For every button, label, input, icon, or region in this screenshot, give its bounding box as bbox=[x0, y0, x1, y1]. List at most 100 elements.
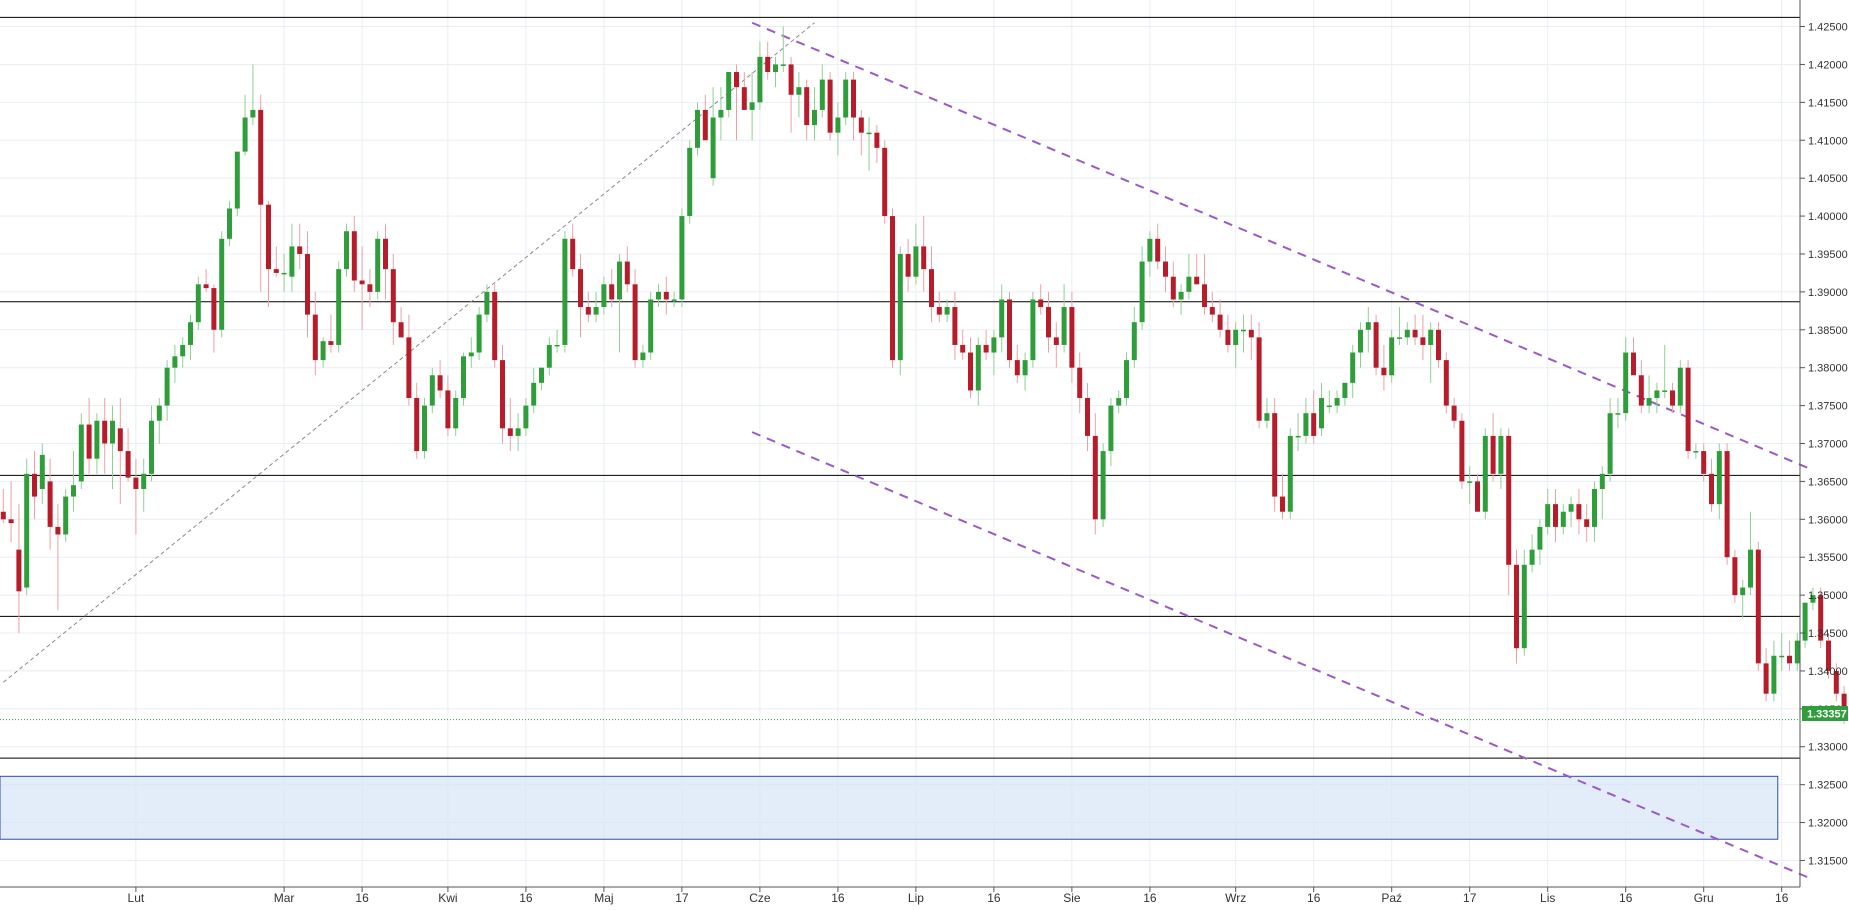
candle-body-bearish bbox=[1443, 360, 1449, 406]
candle-body-bearish bbox=[1724, 451, 1730, 558]
candle-body-bullish bbox=[1545, 504, 1551, 527]
candle-body-bearish bbox=[367, 284, 373, 292]
dotted-trendline bbox=[2, 22, 815, 683]
candle-body-bullish bbox=[195, 284, 201, 323]
candle-body-bearish bbox=[390, 269, 396, 323]
y-tick-label: 1.32000 bbox=[1808, 818, 1848, 830]
candle-body-bullish bbox=[1389, 337, 1395, 376]
candle-body-bullish bbox=[780, 64, 786, 66]
candle-body-bullish bbox=[546, 344, 552, 368]
candle-body-bullish bbox=[757, 56, 763, 103]
candle-body-bearish bbox=[1412, 329, 1418, 338]
candle-body-bullish bbox=[1241, 329, 1246, 332]
x-tick-label: Paź bbox=[1381, 891, 1402, 905]
candle-body-bullish bbox=[593, 307, 599, 315]
horizontal-levels-layer bbox=[0, 16, 1800, 759]
candle-body-bearish bbox=[1014, 360, 1020, 376]
candle-body-bearish bbox=[1053, 337, 1059, 345]
candle-body-bullish bbox=[1779, 655, 1785, 658]
candle-body-bullish bbox=[1537, 526, 1543, 550]
candle-body-bearish bbox=[983, 344, 989, 353]
candle-body-bearish bbox=[1755, 549, 1761, 664]
x-tick-label: 16 bbox=[831, 891, 845, 905]
candle-body-bearish bbox=[1701, 451, 1707, 474]
candle-body-bullish bbox=[63, 496, 69, 535]
candle-body-bullish bbox=[344, 231, 349, 270]
candle-body-bullish bbox=[1124, 360, 1129, 399]
candle-body-bearish bbox=[1436, 329, 1441, 361]
candle-body-bearish bbox=[734, 72, 739, 88]
y-tick-label: 1.33000 bbox=[1808, 742, 1848, 754]
candle-body-bearish bbox=[211, 288, 217, 330]
candle-body-bullish bbox=[1521, 564, 1527, 649]
candle-body-bullish bbox=[1131, 322, 1137, 361]
candle-body-bullish bbox=[1482, 435, 1488, 512]
candle-body-bearish bbox=[1373, 322, 1379, 368]
candle-body-bullish bbox=[1365, 322, 1371, 330]
candle-body-bearish bbox=[921, 246, 927, 270]
candle-body-bullish bbox=[796, 87, 802, 95]
candle-body-bearish bbox=[1506, 435, 1512, 565]
candle-body-bullish bbox=[835, 117, 841, 133]
candle-body-bearish bbox=[1069, 307, 1075, 368]
candle-body-bullish bbox=[554, 344, 560, 347]
candle-body-bullish bbox=[866, 132, 872, 135]
x-tick-label: 16 bbox=[355, 891, 369, 905]
candle-body-bearish bbox=[1584, 519, 1590, 527]
candle-body-bullish bbox=[281, 272, 287, 275]
candle-body-bearish bbox=[351, 231, 357, 281]
candle-body-bearish bbox=[1763, 663, 1769, 694]
candle-body-bullish bbox=[1677, 367, 1683, 406]
candle-body-bearish bbox=[359, 280, 365, 285]
candle-body-bearish bbox=[398, 322, 404, 338]
candle-body-bearish bbox=[827, 79, 833, 133]
candle-body-bullish bbox=[897, 253, 903, 361]
y-tick-label: 1.40000 bbox=[1808, 211, 1848, 223]
candle-body-bullish bbox=[1030, 299, 1036, 361]
candle-body-bullish bbox=[234, 151, 240, 209]
candle-body-bearish bbox=[1670, 390, 1675, 406]
candle-body-bearish bbox=[890, 216, 895, 361]
support-zone-layer bbox=[0, 775, 1779, 840]
candle-body-bullish bbox=[156, 405, 162, 421]
candle-body-bullish bbox=[819, 79, 825, 110]
candle-body-bullish bbox=[1662, 390, 1668, 392]
candle-body-bullish bbox=[1654, 390, 1660, 399]
y-tick-label: 1.42000 bbox=[1808, 59, 1848, 71]
candle-body-bullish bbox=[1498, 435, 1504, 474]
candle-body-bullish bbox=[695, 109, 700, 148]
candle-body-bullish bbox=[562, 238, 568, 345]
candle-body-bearish bbox=[765, 56, 771, 73]
candle-body-bearish bbox=[741, 87, 747, 110]
x-tick-label: 16 bbox=[1143, 891, 1157, 905]
candle-body-bearish bbox=[414, 398, 420, 452]
candle-body-bearish bbox=[578, 269, 583, 308]
candle-body-bullish bbox=[1646, 398, 1652, 406]
candle-body-bullish bbox=[531, 382, 537, 406]
candle-body-bullish bbox=[1771, 655, 1777, 694]
candle-body-bullish bbox=[164, 367, 170, 406]
candle-body-bearish bbox=[1787, 655, 1792, 664]
candle-body-bullish bbox=[1186, 276, 1192, 292]
x-tick-label: Lip bbox=[908, 891, 924, 905]
candle-body-bullish bbox=[1467, 481, 1473, 483]
candle-body-bullish bbox=[617, 261, 622, 300]
candle-body-bearish bbox=[437, 375, 443, 391]
candle-body-bearish bbox=[1709, 473, 1714, 505]
candle-body-bullish bbox=[1334, 398, 1340, 406]
candle-body-bullish bbox=[289, 246, 295, 277]
candle-body-bullish bbox=[484, 291, 490, 315]
candle-body-bullish bbox=[94, 420, 100, 459]
candle-body-bullish bbox=[1592, 488, 1597, 527]
candle-body-bearish bbox=[1038, 299, 1044, 308]
support-zone bbox=[0, 775, 1779, 840]
candle-body-bearish bbox=[1451, 405, 1457, 421]
candle-body-bullish bbox=[991, 337, 997, 353]
candle-body-bullish bbox=[1326, 405, 1332, 408]
y-tick-label: 1.40500 bbox=[1808, 173, 1848, 185]
candle-body-bullish bbox=[1529, 549, 1535, 565]
candle-body-bullish bbox=[648, 299, 654, 353]
candle-body-bullish bbox=[999, 299, 1005, 338]
